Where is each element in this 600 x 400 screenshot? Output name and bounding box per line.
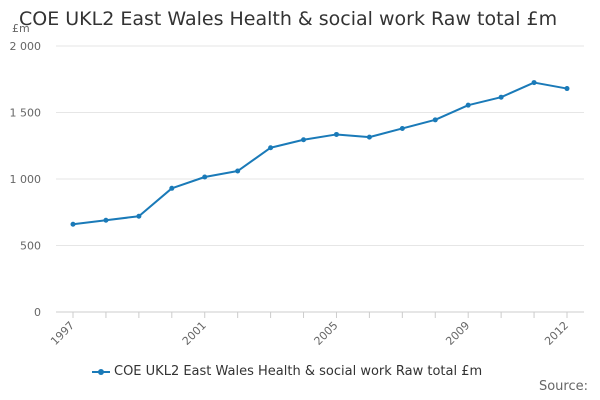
source-label: Source: [538, 379, 588, 394]
x-tick-label: 2009 [443, 319, 472, 348]
x-tick-label: 1997 [48, 319, 77, 348]
data-point[interactable] [103, 217, 109, 223]
data-point[interactable] [465, 102, 471, 108]
y-tick-label: 500 [20, 240, 41, 253]
x-tick-label: 2005 [312, 319, 341, 348]
data-point[interactable] [399, 125, 405, 131]
series-line [72, 81, 568, 226]
legend-line-marker-icon [92, 368, 110, 375]
data-point[interactable] [498, 94, 504, 100]
data-point[interactable] [333, 131, 339, 137]
x-tick-label: 2012 [542, 319, 571, 348]
chart-title: COE UKL2 East Wales Health & social work… [19, 8, 558, 30]
legend[interactable]: COE UKL2 East Wales Health & social work… [92, 364, 482, 379]
data-point[interactable] [235, 168, 241, 174]
data-point[interactable] [268, 145, 274, 151]
data-point[interactable] [301, 137, 307, 143]
data-point[interactable] [136, 213, 142, 219]
y-tick-label: 0 [34, 306, 41, 319]
data-point[interactable] [202, 174, 208, 180]
data-point[interactable] [70, 221, 76, 227]
data-point[interactable] [432, 117, 438, 123]
x-axis-ticks: 1997 2001 2005 2009 2012 [48, 312, 571, 348]
data-point[interactable] [169, 185, 175, 191]
series-group [70, 80, 570, 227]
legend-label: COE UKL2 East Wales Health & social work… [114, 364, 483, 379]
y-axis-unit-label: £m [12, 22, 30, 35]
x-tick-label: 2001 [180, 319, 209, 348]
y-tick-label: 1 000 [10, 173, 42, 186]
data-point[interactable] [531, 80, 537, 86]
data-point[interactable] [366, 134, 372, 140]
data-point[interactable] [564, 86, 570, 92]
y-axis-ticks: 0 500 1 000 1 500 2 000 [10, 40, 42, 319]
gridlines [56, 45, 584, 313]
y-tick-label: 2 000 [10, 40, 42, 53]
y-tick-label: 1 500 [10, 107, 42, 120]
